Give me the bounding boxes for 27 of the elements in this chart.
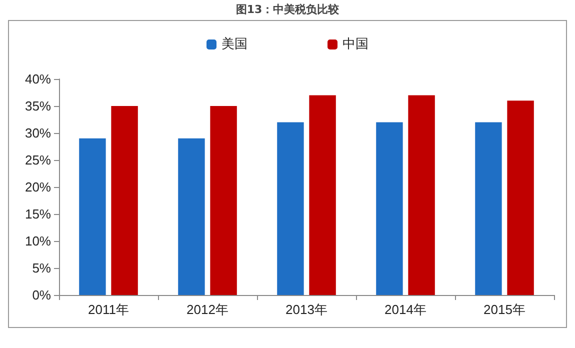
bar <box>309 95 336 295</box>
legend-label: 美国 <box>222 36 248 52</box>
x-tick-label: 2014年 <box>384 302 426 317</box>
y-tick-label: 0% <box>32 288 52 302</box>
y-tick-label: 5% <box>32 260 52 276</box>
bar <box>111 106 138 295</box>
bar <box>475 122 502 295</box>
chart-title: 图13：中美税负比较 <box>234 2 340 17</box>
y-tick-label: 10% <box>24 234 52 248</box>
x-tick-label: 2012年 <box>186 302 228 317</box>
bar <box>210 106 237 295</box>
y-tick-label: 25% <box>24 152 52 168</box>
y-tick-label: 35% <box>24 98 52 114</box>
legend-label: 中国 <box>342 37 368 52</box>
bar <box>79 138 106 295</box>
y-tick-label: 30% <box>24 126 52 140</box>
x-tick-label: 2013年 <box>286 302 328 317</box>
y-tick-label: 15% <box>24 206 52 222</box>
bar <box>376 122 403 295</box>
bar <box>277 122 304 295</box>
y-tick-label: 20% <box>24 180 52 194</box>
x-tick-label: 2011年 <box>88 302 129 317</box>
bar <box>178 138 205 295</box>
bar <box>507 100 534 295</box>
y-tick-label: 40% <box>24 72 52 86</box>
x-tick-label: 2015年 <box>484 302 526 317</box>
bar <box>408 95 435 295</box>
